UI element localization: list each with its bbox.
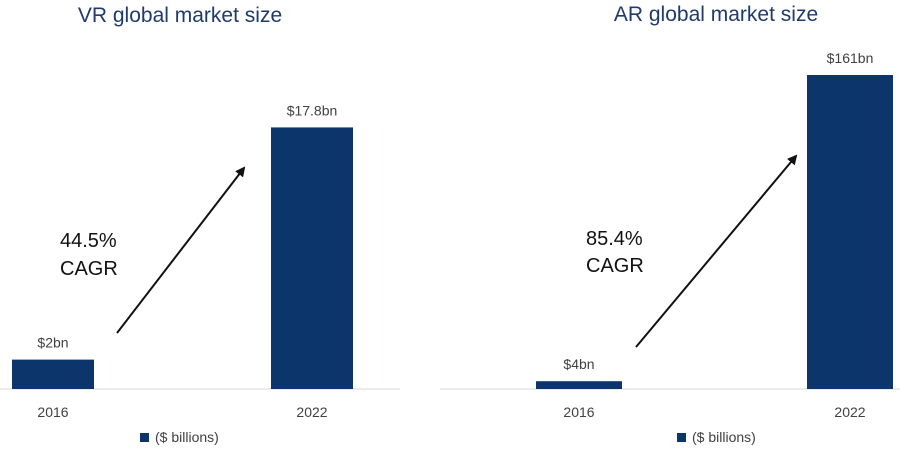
ar-cagr-label: CAGR xyxy=(586,255,644,277)
vr-chart: VR global market size $2bn $17.8bn 2016 2… xyxy=(0,4,400,445)
vr-cagr-label: CAGR xyxy=(60,258,118,280)
ar-data-label-2016: $4bn xyxy=(563,356,594,372)
vr-legend-label: ($ billions) xyxy=(155,429,219,445)
vr-data-label-2022: $17.8bn xyxy=(287,102,338,118)
vr-chart-title: VR global market size xyxy=(78,4,282,27)
ar-legend-label: ($ billions) xyxy=(692,429,756,445)
vr-bar-2022 xyxy=(271,127,353,389)
ar-chart-title: AR global market size xyxy=(614,3,818,26)
ar-bar-2022 xyxy=(807,75,893,389)
vr-bars: $2bn $17.8bn xyxy=(12,102,353,389)
ar-bar-2016 xyxy=(536,381,622,389)
ar-data-label-2022: $161bn xyxy=(827,50,874,66)
ar-tick-label-2016: 2016 xyxy=(563,404,594,420)
vr-tick-label-2022: 2022 xyxy=(296,404,327,420)
vr-data-label-2016: $2bn xyxy=(37,335,68,351)
vr-cagr-value: 44.5% xyxy=(60,230,117,252)
vr-legend-swatch xyxy=(140,433,149,442)
vr-tick-label-2016: 2016 xyxy=(37,404,68,420)
ar-chart: AR global market size $4bn $161bn 2016 20… xyxy=(440,3,900,445)
ar-tick-label-2022: 2022 xyxy=(834,404,865,420)
ar-growth-arrow xyxy=(635,154,798,348)
ar-legend-swatch xyxy=(677,433,686,442)
vr-growth-arrow xyxy=(116,166,246,334)
ar-cagr-value: 85.4% xyxy=(586,228,643,250)
ar-bars: $4bn $161bn xyxy=(536,50,893,389)
vr-bar-2016 xyxy=(12,359,94,389)
